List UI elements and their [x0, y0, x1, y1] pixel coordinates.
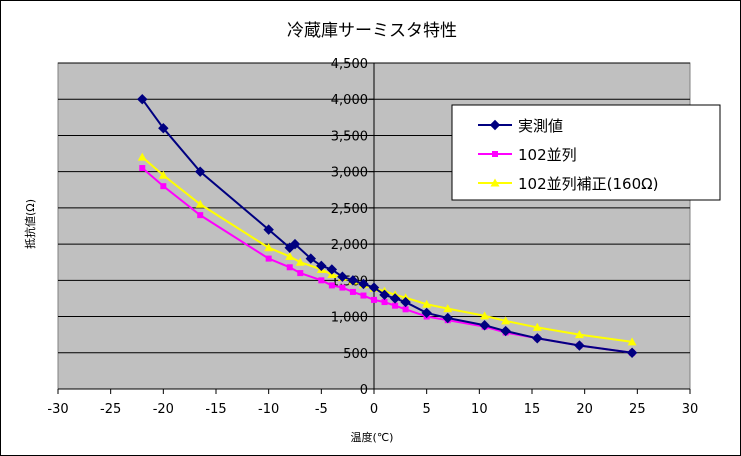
data-point	[358, 278, 369, 290]
data-point	[137, 94, 148, 105]
chart-title: 冷蔵庫サーミスタ特性	[287, 21, 457, 41]
y-axis-label: 抵抗値(Ω)	[23, 199, 37, 249]
y-tick-label: 4,500	[331, 57, 368, 72]
data-point	[492, 151, 498, 157]
series-1	[137, 94, 638, 358]
data-point	[349, 288, 356, 295]
data-point	[392, 302, 399, 309]
data-point	[337, 271, 348, 282]
data-point	[158, 170, 168, 179]
data-point	[479, 320, 490, 331]
data-point	[305, 253, 317, 264]
data-point	[368, 282, 380, 293]
y-tick-label: 1,000	[331, 311, 368, 326]
data-point	[443, 304, 453, 313]
legend-label: 102並列補正(160Ω)	[518, 175, 658, 193]
data-point	[347, 275, 359, 286]
x-tick-label: 5	[423, 402, 431, 417]
y-tick-label: 2,500	[331, 202, 368, 217]
data-point	[532, 322, 542, 331]
x-tick-label: 20	[576, 402, 593, 417]
data-point	[137, 152, 147, 161]
data-point	[627, 337, 637, 346]
data-point	[574, 340, 585, 351]
data-point	[265, 255, 272, 262]
data-point	[500, 325, 511, 337]
data-point	[489, 119, 501, 131]
data-point	[422, 299, 432, 308]
data-point	[421, 307, 432, 319]
data-point	[381, 299, 388, 306]
data-point	[285, 251, 295, 260]
data-point	[263, 224, 274, 235]
data-point	[139, 165, 146, 172]
data-point	[195, 199, 205, 208]
x-tick-label: 0	[370, 402, 378, 417]
data-point	[197, 212, 204, 219]
x-tick-label: 30	[682, 402, 699, 417]
x-tick-label: 10	[471, 402, 488, 417]
data-point	[328, 282, 335, 289]
data-point	[490, 178, 500, 187]
data-point	[626, 347, 638, 358]
y-tick-label: 4,000	[331, 93, 368, 108]
data-point	[289, 238, 301, 250]
data-point	[402, 306, 409, 313]
data-point	[501, 316, 511, 325]
data-point	[339, 284, 346, 291]
legend-label: 102並列	[518, 146, 577, 164]
data-point	[442, 312, 453, 324]
x-tick-label: -15	[205, 402, 226, 417]
legend-label: 実測値	[518, 117, 563, 135]
x-tick-label: -30	[47, 402, 68, 417]
x-tick-label: -10	[258, 402, 279, 417]
x-tick-label: -20	[153, 402, 174, 417]
data-point	[379, 289, 390, 301]
data-point	[574, 330, 584, 339]
series-line	[141, 167, 633, 354]
data-point	[264, 243, 274, 252]
legend: 実測値 102並列 102並列補正(160Ω)	[451, 104, 721, 201]
data-point	[160, 183, 167, 190]
data-point	[532, 333, 543, 344]
data-point	[318, 277, 325, 284]
y-tick-label: 0	[360, 383, 368, 398]
data-point	[326, 264, 338, 275]
x-tick-label: 15	[524, 402, 541, 417]
x-axis-label: 温度(℃)	[351, 430, 394, 444]
y-tick-label: 3,500	[331, 129, 368, 144]
data-point	[194, 166, 206, 177]
data-point	[400, 296, 411, 308]
data-point	[360, 292, 367, 299]
data-point	[295, 257, 305, 266]
x-tick-label: 25	[629, 402, 646, 417]
data-point	[158, 122, 169, 134]
y-tick-label: 2,000	[331, 238, 368, 253]
data-point	[480, 311, 490, 320]
data-point	[371, 296, 377, 303]
data-point	[389, 293, 401, 304]
y-tick-label: 500	[343, 347, 368, 362]
data-point	[286, 264, 293, 271]
x-tick-label: -25	[100, 402, 121, 417]
y-tick-label: 3,000	[331, 166, 368, 181]
data-point	[316, 260, 327, 272]
data-point	[297, 270, 304, 277]
x-tick-label: -5	[315, 402, 328, 417]
